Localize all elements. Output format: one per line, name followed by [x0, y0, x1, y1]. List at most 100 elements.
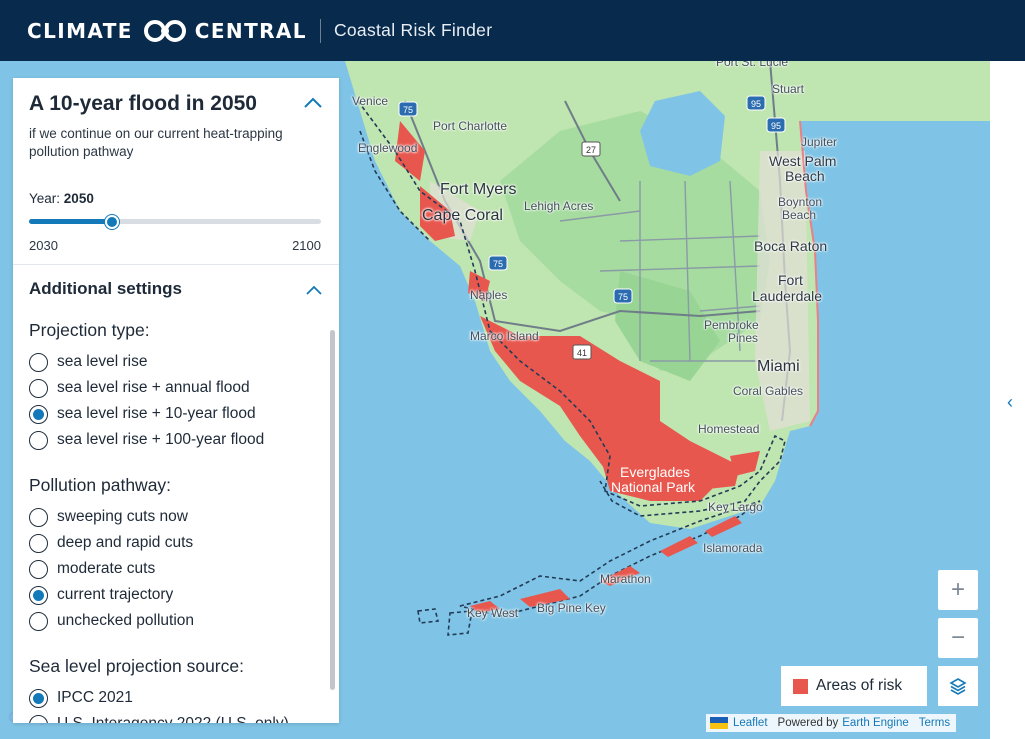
interstate-75-shield-c: 75 — [488, 255, 508, 271]
radio-button[interactable] — [29, 404, 48, 424]
legend: Areas of risk — [781, 666, 927, 706]
radio-button[interactable] — [29, 430, 48, 450]
interstate-95-shield: 95 — [746, 95, 766, 111]
side-drawer-strip — [990, 61, 1025, 739]
label-big-pine-key: Big Pine Key — [537, 601, 606, 615]
year-value: 2050 — [63, 191, 94, 206]
label-cape-coral: Cape Coral — [422, 207, 503, 224]
radio-button[interactable] — [29, 714, 48, 723]
app-title: Coastal Risk Finder — [333, 20, 493, 40]
radio-button[interactable] — [29, 507, 48, 527]
label-stuart: Stuart — [772, 82, 805, 96]
radio-button[interactable] — [29, 559, 48, 579]
svg-text:95: 95 — [751, 99, 761, 109]
projection-option-label: sea level rise + 100-year flood — [57, 431, 265, 448]
drawer-toggle-icon[interactable]: ‹ — [1007, 392, 1013, 412]
lake-okeechobee — [640, 91, 725, 176]
radio-button[interactable] — [29, 352, 48, 372]
projection-option-label: sea level rise + 10-year flood — [57, 405, 256, 422]
year-label: Year: — [29, 191, 61, 206]
label-boca-raton: Boca Raton — [754, 238, 828, 254]
label-marco-island: Marco Island — [470, 329, 539, 343]
terms-link[interactable]: Terms — [918, 717, 951, 729]
pathway-option[interactable]: moderate cuts — [29, 556, 323, 582]
radio-button[interactable] — [29, 688, 48, 708]
scenario-subtitle: if we continue on our current heat-trapp… — [29, 126, 283, 159]
projection-option[interactable]: sea level rise + annual flood — [29, 375, 323, 401]
projection-option[interactable]: sea level rise + 10-year flood — [29, 401, 323, 427]
source-option[interactable]: U.S. Interagency 2022 (U.S. only) — [29, 711, 323, 723]
label-port-charlotte: Port Charlotte — [433, 119, 508, 133]
header-divider — [319, 18, 321, 43]
brand-left-text: CLIMATE — [27, 18, 133, 43]
pathway-option[interactable]: unchecked pollution — [29, 608, 323, 634]
us-27-shield: 27 — [581, 141, 601, 157]
additional-settings: Additional settings Projection type: sea… — [13, 265, 339, 723]
slider-track[interactable] — [29, 219, 321, 224]
panel-scrollbar[interactable] — [330, 330, 335, 690]
pollution-pathway-options: sweeping cuts now deep and rapid cuts mode… — [29, 504, 323, 634]
brand-right-text: CENTRAL — [194, 18, 307, 43]
label-key-west: Key West — [467, 606, 519, 620]
pathway-option-label: moderate cuts — [57, 560, 156, 577]
label-homestead: Homestead — [698, 422, 760, 436]
label-venice: Venice — [352, 94, 389, 108]
road-network — [559, 180, 761, 362]
layers-icon — [949, 678, 967, 695]
svg-text:75: 75 — [403, 105, 413, 115]
svg-text:27: 27 — [586, 145, 596, 155]
pathway-option[interactable]: deep and rapid cuts — [29, 530, 323, 556]
source-option-label: IPCC 2021 — [57, 689, 133, 706]
powered-by-text: Powered by — [777, 717, 839, 729]
slider-fill — [29, 219, 113, 224]
label-port-st-lucie: Port St. Lucie — [716, 61, 789, 69]
svg-text:41: 41 — [577, 348, 587, 358]
label-key-largo: Key Largo — [708, 500, 763, 514]
radio-button[interactable] — [29, 533, 48, 553]
interstate-95-shield-b: 95 — [766, 117, 786, 133]
pathway-option-label: deep and rapid cuts — [57, 534, 194, 551]
climate-central-logo[interactable]: CLIMATE CENTRAL — [27, 19, 307, 43]
projection-source-title: Sea level projection source: — [29, 656, 244, 676]
settings-title[interactable]: Additional settings — [29, 279, 182, 298]
year-slider[interactable] — [29, 215, 321, 229]
slider-handle[interactable] — [105, 215, 120, 229]
projection-option[interactable]: sea level rise — [29, 349, 323, 375]
projection-option-label: sea level rise + annual flood — [57, 379, 250, 396]
label-englewood: Englewood — [358, 141, 418, 155]
scenario-summary: A 10-year flood in 2050 if we continue o… — [13, 78, 339, 265]
slider-max-label: 2100 — [292, 238, 321, 253]
label-pembroke-pines: Pines — [728, 331, 759, 345]
svg-text:95: 95 — [771, 121, 781, 131]
leaflet-link[interactable]: Leaflet — [733, 717, 768, 729]
source-option-label: U.S. Interagency 2022 (U.S. only) — [57, 715, 289, 723]
projection-option[interactable]: sea level rise + 100-year flood — [29, 427, 323, 453]
pathway-option[interactable]: current trajectory — [29, 582, 323, 608]
label-islamorada: Islamorada — [703, 541, 763, 555]
projection-source-options: IPCC 2021 U.S. Interagency 2022 (U.S. onl… — [29, 685, 323, 723]
app-header: CLIMATE CENTRAL Coastal Risk Finder — [0, 0, 1025, 61]
label-lehigh-acres: Lehigh Acres — [524, 199, 594, 213]
label-west-palm: West Palm — [769, 153, 837, 169]
year-label-row: Year: 2050 — [29, 191, 323, 206]
chevron-up-icon[interactable] — [305, 283, 323, 301]
slider-range-labels: 2030 2100 — [29, 238, 321, 253]
pathway-option-label: current trajectory — [57, 586, 174, 603]
radio-button[interactable] — [29, 611, 48, 631]
label-fort: Fort — [778, 272, 803, 288]
zoom-out-button[interactable]: − — [938, 618, 978, 658]
radio-button[interactable] — [29, 378, 48, 398]
layers-button[interactable] — [938, 666, 978, 706]
map-canvas[interactable]: 75 95 95 27 75 75 41 Venice Port Charlot… — [0, 61, 1025, 739]
pollution-pathway-title: Pollution pathway: — [29, 475, 172, 495]
east-coastline — [799, 120, 819, 427]
source-option[interactable]: IPCC 2021 — [29, 685, 323, 711]
zoom-in-button[interactable]: + — [938, 570, 978, 610]
earth-engine-link[interactable]: Earth Engine — [842, 717, 909, 729]
scenario-panel: A 10-year flood in 2050 if we continue o… — [13, 78, 339, 723]
radio-button[interactable] — [29, 585, 48, 605]
pathway-option[interactable]: sweeping cuts now — [29, 504, 323, 530]
chevron-up-icon[interactable] — [303, 96, 323, 114]
projection-type-options: sea level rise sea level rise + annual fl… — [29, 349, 323, 453]
wetland-area — [615, 271, 720, 381]
